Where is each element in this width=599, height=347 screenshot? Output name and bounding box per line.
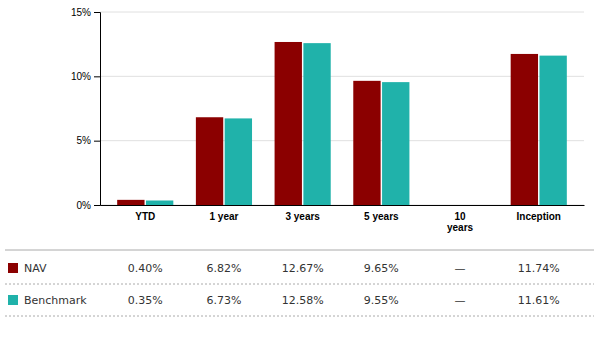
legend-label: NAV: [24, 262, 47, 275]
table-value: 9.55%: [364, 294, 399, 307]
table-value: 0.35%: [128, 294, 163, 307]
x-tick-label: 1 year: [209, 211, 238, 222]
legend-label: Benchmark: [24, 294, 87, 307]
table-rule: [5, 316, 594, 317]
y-tick: 10%: [71, 71, 100, 82]
y-tick-label: 10%: [71, 71, 91, 82]
y-tick: 15%: [71, 7, 100, 18]
y-axis: 0% 5% 10% 15%: [71, 7, 101, 211]
x-axis: YTD 1 year 3 years 5 years 10years Inception: [101, 206, 585, 234]
table-row: NAV 0.40% 6.82% 12.67% 9.65% — 11.74%: [8, 262, 560, 275]
x-tick: 3 years: [285, 211, 320, 222]
bars: [117, 42, 567, 205]
y-tick: 0%: [77, 200, 100, 211]
bar: [539, 56, 566, 205]
x-tick-label-line: Inception: [517, 211, 561, 222]
bar-series: [117, 42, 538, 205]
table-value: —: [455, 262, 466, 275]
x-tick: 5 years: [364, 211, 399, 222]
bar: [511, 54, 538, 205]
grid-line: [100, 12, 584, 13]
y-tick-label: 15%: [71, 7, 91, 18]
table-rule: [5, 250, 594, 251]
x-axis-line: [101, 205, 585, 206]
y-tick-label: 5%: [77, 135, 92, 146]
bar: [353, 81, 380, 205]
bar: [382, 82, 409, 205]
y-tick: 5%: [77, 135, 100, 146]
table-value: 12.58%: [282, 294, 324, 307]
bar: [275, 42, 302, 205]
table-value: 12.67%: [282, 262, 324, 275]
table-value: 11.61%: [518, 294, 560, 307]
y-tick-mark: [94, 205, 100, 206]
bar: [196, 117, 223, 205]
x-tick-label: YTD: [135, 211, 155, 222]
x-tick-label-line: 1 year: [209, 211, 238, 222]
bar-series: [146, 43, 567, 205]
grid: [100, 12, 584, 205]
x-tick-label-line: 3 years: [285, 211, 320, 222]
table-value: 6.73%: [206, 294, 241, 307]
x-tick-label: 5 years: [364, 211, 399, 222]
bar: [146, 200, 173, 205]
table-value: 6.82%: [206, 262, 241, 275]
x-tick-label-line: years: [447, 222, 474, 233]
y-tick-mark: [94, 141, 100, 142]
x-tick-label-line: YTD: [135, 211, 155, 222]
y-tick-mark: [94, 12, 100, 13]
x-tick: Inception: [517, 211, 561, 222]
legend-swatch: [8, 295, 18, 305]
x-tick-label: 3 years: [285, 211, 320, 222]
y-axis-line: [94, 13, 101, 206]
table-row: Benchmark 0.35% 6.73% 12.58% 9.55% — 11.61%: [8, 294, 560, 307]
bar: [117, 200, 144, 205]
x-tick-label-line: 10: [454, 211, 466, 222]
x-tick: 10years: [447, 211, 474, 233]
x-tick-label: 10years: [447, 211, 474, 233]
table-value: 0.40%: [128, 262, 163, 275]
bar: [303, 43, 330, 205]
table-value: 9.65%: [364, 262, 399, 275]
x-tick-label-line: 5 years: [364, 211, 399, 222]
legend-swatch: [8, 263, 18, 273]
table-value: —: [455, 294, 466, 307]
bar: [225, 118, 252, 205]
chart: 0% 5% 10% 15% YTD 1 year 3 years 5 years 10years…: [0, 0, 599, 347]
y-tick-mark: [94, 76, 100, 77]
x-tick: 1 year: [209, 211, 238, 222]
y-tick-label: 0%: [77, 200, 92, 211]
x-tick: YTD: [135, 211, 155, 222]
x-tick-label: Inception: [517, 211, 561, 222]
table: NAV 0.40% 6.82% 12.67% 9.65% — 11.74% Benchmark…: [8, 262, 560, 307]
table-value: 11.74%: [518, 262, 560, 275]
table-rule: [5, 284, 594, 285]
